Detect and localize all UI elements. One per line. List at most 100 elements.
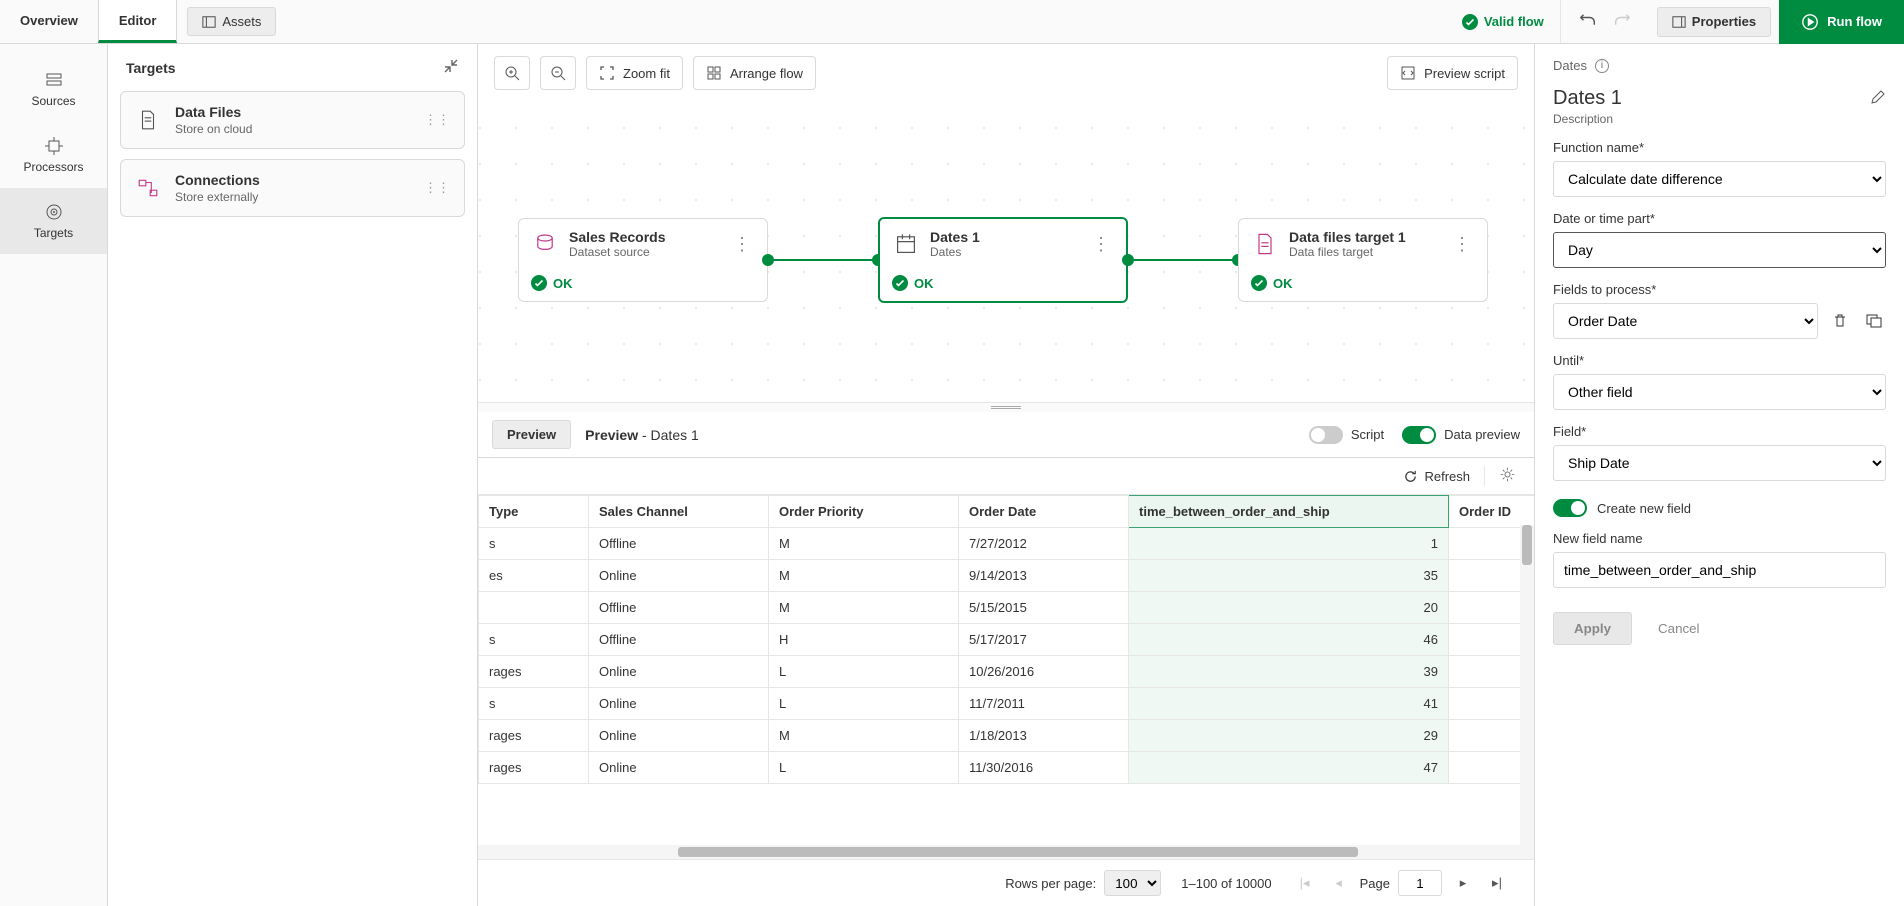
- resize-handle[interactable]: [478, 402, 1534, 412]
- assets-button[interactable]: Assets: [187, 7, 276, 36]
- table-cell: Offline: [589, 528, 769, 560]
- until-select[interactable]: Other field: [1553, 374, 1886, 410]
- arrange-flow-button[interactable]: Arrange flow: [693, 56, 816, 90]
- table-cell: es: [479, 560, 589, 592]
- new-field-name-label: New field name: [1553, 531, 1886, 546]
- tab-editor[interactable]: Editor: [98, 0, 178, 43]
- table-row[interactable]: sOnlineL11/7/20114183019288712/18/201113…: [479, 688, 1535, 720]
- create-new-field-switch[interactable]: [1553, 499, 1587, 517]
- first-page-button[interactable]: |◂: [1292, 870, 1318, 896]
- target-card-connections[interactable]: Connections Store externally ⋮⋮: [120, 159, 465, 217]
- column-header[interactable]: Order ID: [1449, 496, 1535, 528]
- rows-per-page-select[interactable]: 100: [1104, 870, 1161, 896]
- column-header[interactable]: Sales Channel: [589, 496, 769, 528]
- page-input[interactable]: [1398, 870, 1442, 896]
- flow-node[interactable]: Dates 1Dates⋮OK: [878, 217, 1128, 303]
- targets-icon: [44, 202, 64, 222]
- edit-title-button[interactable]: [1870, 89, 1886, 108]
- table-cell: 1: [1129, 528, 1449, 560]
- node-title: Sales Records: [569, 229, 719, 245]
- node-icon: [1251, 230, 1279, 258]
- rail-processors-label: Processors: [23, 160, 83, 174]
- table-row[interactable]: ragesOnlineM1/18/2013294257934452/16/201…: [479, 720, 1535, 752]
- data-preview-switch[interactable]: [1402, 426, 1436, 444]
- left-rail: Sources Processors Targets: [0, 44, 108, 906]
- column-header[interactable]: Order Date: [959, 496, 1129, 528]
- rail-targets-label: Targets: [34, 226, 73, 240]
- info-icon[interactable]: i: [1595, 59, 1609, 73]
- data-preview-toggle[interactable]: Data preview: [1402, 426, 1520, 444]
- flow-node[interactable]: Data files target 1Data files target⋮OK: [1238, 218, 1488, 302]
- refresh-button[interactable]: Refresh: [1403, 469, 1470, 484]
- vertical-scrollbar[interactable]: [1520, 525, 1534, 845]
- zoom-fit-button[interactable]: Zoom fit: [586, 56, 683, 90]
- preview-script-button[interactable]: Preview script: [1387, 56, 1518, 90]
- table-row[interactable]: ragesOnlineL10/26/20163917459019412/4/20…: [479, 656, 1535, 688]
- column-header[interactable]: time_between_order_and_ship: [1129, 496, 1449, 528]
- table-cell: L: [769, 656, 959, 688]
- node-menu-button[interactable]: ⋮: [729, 234, 755, 255]
- table-cell: 1/18/2013: [959, 720, 1129, 752]
- node-title: Data files target 1: [1289, 229, 1439, 245]
- preview-button[interactable]: Preview: [492, 420, 571, 449]
- collapse-panel-icon[interactable]: [443, 58, 459, 77]
- table-cell: 29: [1129, 720, 1449, 752]
- script-switch[interactable]: [1309, 426, 1343, 444]
- node-menu-button[interactable]: ⋮: [1449, 234, 1475, 255]
- table-cell: s: [479, 688, 589, 720]
- table-row[interactable]: sOfflineH5/17/2017468808115367/2/2017562: [479, 624, 1535, 656]
- new-field-name-input[interactable]: [1553, 552, 1886, 588]
- table-toolbar: Refresh: [478, 458, 1534, 495]
- add-field-button[interactable]: [1862, 303, 1886, 339]
- table-cell: 47: [1129, 752, 1449, 784]
- drag-handle-icon[interactable]: ⋮⋮: [424, 180, 450, 196]
- rail-sources[interactable]: Sources: [0, 56, 107, 122]
- date-part-select[interactable]: Day: [1553, 232, 1886, 268]
- table-cell: Online: [589, 688, 769, 720]
- data-table: TypeSales ChannelOrder PriorityOrder Dat…: [478, 495, 1534, 784]
- prev-page-button[interactable]: ◂: [1326, 870, 1352, 896]
- horizontal-scrollbar[interactable]: [478, 845, 1534, 859]
- node-menu-button[interactable]: ⋮: [1088, 234, 1114, 255]
- drag-handle-icon[interactable]: ⋮⋮: [424, 112, 450, 128]
- table-row[interactable]: sOfflineM7/27/201214433689957/28/2012159…: [479, 528, 1535, 560]
- date-part-label: Date or time part*: [1553, 211, 1886, 226]
- function-name-select[interactable]: Calculate date difference: [1553, 161, 1886, 197]
- target-card-data-files[interactable]: Data Files Store on cloud ⋮⋮: [120, 91, 465, 149]
- redo-button[interactable]: [1605, 5, 1639, 39]
- flow-node[interactable]: Sales RecordsDataset source⋮OK: [518, 218, 768, 302]
- rail-processors[interactable]: Processors: [0, 122, 107, 188]
- column-header[interactable]: Type: [479, 496, 589, 528]
- page-label: Page: [1360, 876, 1390, 891]
- table-cell: Online: [589, 720, 769, 752]
- node-title: Dates 1: [930, 229, 1078, 245]
- run-flow-button[interactable]: Run flow: [1779, 0, 1904, 44]
- column-header[interactable]: Order Priority: [769, 496, 959, 528]
- zoom-in-button[interactable]: [494, 56, 530, 90]
- last-page-button[interactable]: ▸|: [1484, 870, 1510, 896]
- next-page-button[interactable]: ▸: [1450, 870, 1476, 896]
- script-toggle[interactable]: Script: [1309, 426, 1384, 444]
- apply-button[interactable]: Apply: [1553, 612, 1632, 645]
- rail-targets[interactable]: Targets: [0, 188, 107, 254]
- undo-button[interactable]: [1571, 5, 1605, 39]
- fields-to-process-select[interactable]: Order Date: [1553, 303, 1818, 339]
- field-select[interactable]: Ship Date: [1553, 445, 1886, 481]
- targets-panel: Targets Data Files Store on cloud ⋮⋮: [108, 44, 478, 906]
- table-settings-button[interactable]: [1484, 466, 1516, 486]
- zoom-out-button[interactable]: [540, 56, 576, 90]
- pencil-icon: [1870, 89, 1886, 105]
- delete-field-button[interactable]: [1828, 303, 1852, 339]
- table-row[interactable]: ragesOnlineL11/30/2016476598781941/16/20…: [479, 752, 1535, 784]
- props-title: Dates 1: [1553, 87, 1622, 110]
- table-row[interactable]: esOnlineM9/14/20133566759351410/19/20134…: [479, 560, 1535, 592]
- target-card-sub: Store on cloud: [175, 122, 410, 136]
- table-row[interactable]: OfflineM5/15/2015209400995856/4/2015360: [479, 592, 1535, 624]
- cancel-button[interactable]: Cancel: [1652, 612, 1706, 645]
- arrange-label: Arrange flow: [730, 66, 803, 81]
- node-status: OK: [519, 269, 767, 301]
- flow-canvas[interactable]: Sales RecordsDataset source⋮OKDates 1Dat…: [478, 102, 1534, 402]
- table-cell: L: [769, 752, 959, 784]
- tab-overview[interactable]: Overview: [0, 0, 98, 43]
- properties-button[interactable]: Properties: [1657, 7, 1771, 37]
